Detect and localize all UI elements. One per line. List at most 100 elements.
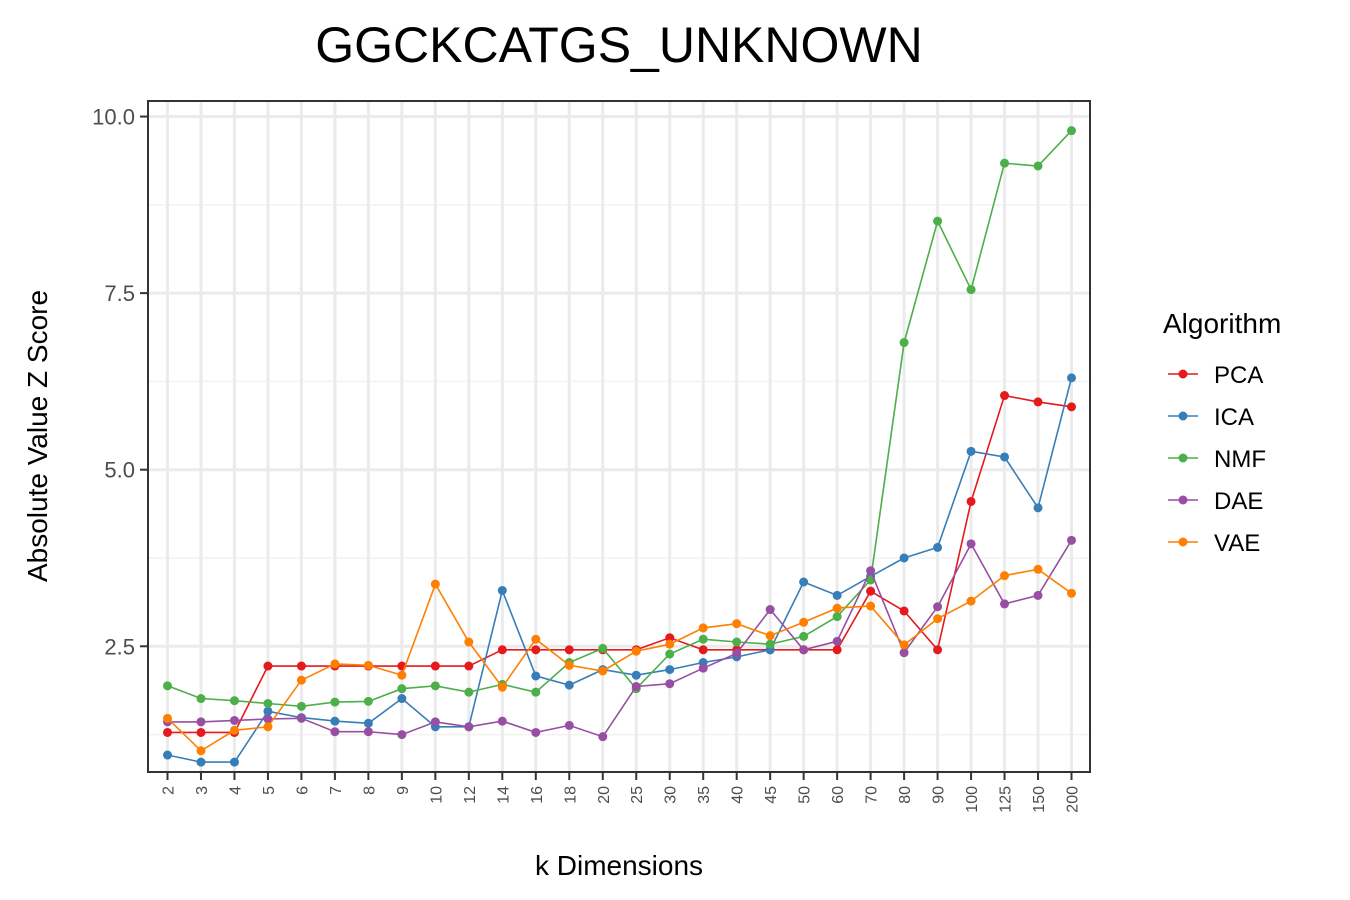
data-point-ica	[1033, 503, 1043, 513]
data-point-dae	[531, 727, 541, 737]
data-point-ica	[631, 670, 641, 680]
chart-title: GGCKCATGS_UNKNOWN	[315, 17, 922, 73]
y-axis: 2.5 5.0 7.5 10.0	[92, 105, 148, 659]
x-tick-label: 4	[227, 786, 244, 795]
data-point-ica	[564, 680, 574, 690]
x-tick-label: 7	[328, 786, 345, 795]
data-point-nmf	[330, 697, 340, 707]
data-point-nmf	[229, 696, 239, 706]
series-line-vae	[166, 568, 1072, 752]
x-tick-label: 9	[395, 786, 412, 795]
x-tick-label: 125	[998, 786, 1015, 813]
series-line-dae	[167, 539, 1073, 738]
data-point-vae	[631, 646, 641, 656]
data-point-ica	[531, 671, 541, 681]
data-point-nmf	[1067, 126, 1076, 136]
data-point-vae	[296, 675, 306, 685]
data-point-dae	[564, 720, 574, 730]
legend-label-pca: PCA	[1214, 362, 1263, 389]
legend-marker-vae	[1178, 537, 1188, 547]
data-point-ica	[1067, 373, 1076, 383]
data-point-vae	[564, 660, 574, 670]
data-point-dae	[732, 648, 742, 658]
data-point-ica	[665, 665, 675, 675]
x-tick-label: 16	[529, 786, 546, 804]
data-point-vae	[1000, 571, 1010, 581]
data-point-vae	[531, 634, 541, 644]
plot-border	[147, 100, 1091, 773]
y-tick-label: 7.5	[104, 281, 135, 306]
data-point-ica	[363, 718, 373, 728]
data-point-dae	[933, 602, 943, 612]
data-point-ica	[163, 750, 172, 760]
data-point-pca	[832, 645, 842, 655]
y-tick-label: 5.0	[104, 458, 135, 483]
data-point-dae	[397, 730, 407, 740]
x-tick-label: 20	[596, 786, 613, 804]
data-point-dae	[765, 605, 775, 615]
legend-label-vae: VAE	[1214, 530, 1260, 557]
data-point-vae	[799, 617, 809, 627]
legend-marker-nmf	[1178, 453, 1188, 463]
data-point-ica	[899, 553, 909, 563]
data-point-vae	[665, 639, 675, 649]
data-point-vae	[430, 579, 440, 589]
data-point-pca	[196, 727, 206, 737]
data-point-dae	[1000, 599, 1010, 609]
data-point-nmf	[665, 649, 675, 659]
data-point-ica	[263, 706, 273, 716]
data-point-nmf	[397, 684, 407, 694]
data-point-vae	[497, 682, 507, 692]
data-point-dae	[899, 648, 909, 658]
data-point-nmf	[263, 698, 273, 708]
data-point-nmf	[732, 637, 742, 647]
x-tick-label: 6	[294, 786, 311, 795]
legend-marker-ica	[1178, 411, 1188, 421]
x-tick-label: 5	[261, 786, 278, 795]
x-tick-label: 35	[696, 786, 713, 804]
data-point-dae	[229, 715, 239, 725]
data-point-vae	[1033, 564, 1043, 574]
data-point-ica	[330, 716, 340, 726]
data-point-nmf	[1033, 161, 1043, 171]
x-tick-label: 50	[797, 786, 814, 804]
x-tick-label: 12	[462, 786, 479, 804]
series-line-ica	[167, 377, 1073, 763]
x-tick-label: 70	[864, 786, 881, 804]
legend-label-dae: DAE	[1214, 488, 1263, 515]
data-point-pca	[698, 645, 708, 655]
data-point-dae	[464, 722, 474, 732]
data-point-dae	[866, 566, 876, 576]
x-tick-label: 80	[897, 786, 914, 804]
legend-label-ica: ICA	[1214, 404, 1254, 431]
data-point-nmf	[430, 681, 440, 691]
data-point-pca	[899, 606, 909, 616]
data-point-nmf	[196, 694, 206, 704]
legend-label-nmf: NMF	[1214, 446, 1266, 473]
data-point-nmf	[598, 643, 608, 653]
data-point-nmf	[966, 285, 976, 295]
data-point-nmf	[799, 631, 809, 641]
data-point-dae	[1067, 535, 1076, 545]
data-point-pca	[933, 645, 943, 655]
grid-major	[148, 101, 1090, 772]
data-point-dae	[832, 636, 842, 646]
x-tick-label: 2	[161, 786, 178, 795]
data-point-vae	[163, 713, 172, 723]
x-tick-label: 40	[730, 786, 747, 804]
data-point-vae	[397, 670, 407, 680]
data-point-nmf	[765, 639, 775, 649]
data-point-nmf	[163, 681, 172, 691]
series-layer	[163, 126, 1076, 767]
x-tick-label: 45	[763, 786, 780, 804]
data-point-pca	[430, 661, 440, 671]
x-tick-label: 25	[629, 786, 646, 804]
data-point-nmf	[698, 634, 708, 644]
data-point-pca	[296, 661, 306, 671]
data-point-pca	[163, 727, 172, 737]
data-point-nmf	[899, 338, 909, 348]
data-point-vae	[933, 614, 943, 624]
series-line-nmf	[167, 130, 1073, 708]
data-point-ica	[397, 694, 407, 704]
